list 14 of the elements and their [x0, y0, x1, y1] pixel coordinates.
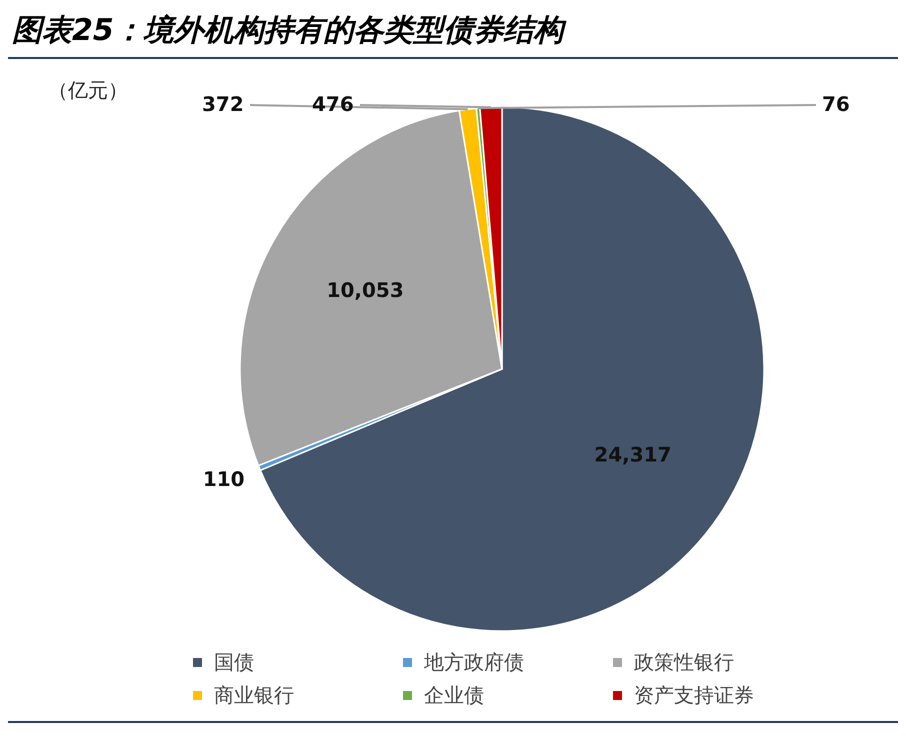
data-label: 76 [822, 92, 850, 116]
data-label: 476 [312, 92, 354, 116]
legend-label: 商业银行 [214, 682, 294, 709]
legend-label: 资产支持证券 [634, 682, 754, 709]
legend-label: 地方政府债 [424, 649, 524, 676]
data-label: 372 [202, 92, 244, 116]
legend-label: 政策性银行 [634, 649, 734, 676]
data-label: 10,053 [326, 278, 404, 302]
chart-title: 图表25：境外机构持有的各类型债券结构 [8, 8, 898, 59]
data-label: 110 [202, 466, 245, 491]
legend-label: 国债 [214, 649, 254, 676]
data-label: 24,317 [594, 442, 672, 467]
legend-label: 企业债 [424, 682, 484, 709]
text: （亿元） [48, 77, 128, 104]
